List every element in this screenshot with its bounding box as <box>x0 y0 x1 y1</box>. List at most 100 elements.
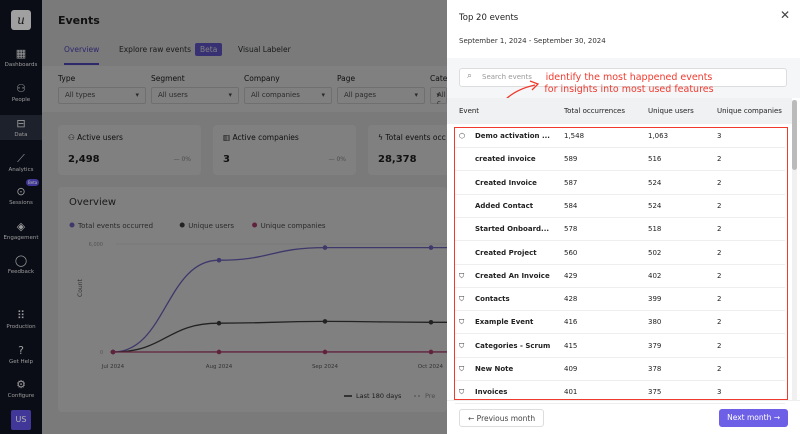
beta-badge: Beta <box>26 179 40 186</box>
table-row[interactable]: Created Invoice 587 524 2 <box>455 172 785 195</box>
unique-companies: 3 <box>717 388 722 397</box>
card-delta: — 0% <box>328 156 346 163</box>
next-month-button[interactable]: Next month → <box>719 409 788 427</box>
configure-icon: ⚙ <box>16 378 26 391</box>
x-tick-label: Oct 2024 <box>418 364 444 370</box>
table-row[interactable]: Started Onboard... 578 518 2 <box>455 218 785 242</box>
series-line <box>112 246 447 353</box>
y-tick-label: 6,000 <box>89 242 103 248</box>
analytics-icon: ⟋ <box>17 152 25 165</box>
sidebar: u ▦ Dashboards ⚇ People ⊟ Data ⟋ Analytics ⊙ Sess… <box>0 0 42 434</box>
beta-badge: Beta <box>195 43 223 56</box>
column-header: Event <box>459 107 480 115</box>
sidebar-item-label: Get Help <box>8 359 34 365</box>
tab-visual-labeler[interactable]: Visual Labeler <box>238 45 291 54</box>
table-row[interactable]: ⛉ Categories - Scrum 415 379 2 <box>455 335 785 358</box>
legend-label: Unique users <box>188 222 234 230</box>
filter-label: Categ <box>430 74 447 83</box>
y-axis-label: Count <box>77 279 84 297</box>
tab-explore-raw-events[interactable]: Explore raw events Beta <box>119 43 223 56</box>
unique-companies: 2 <box>717 201 722 210</box>
tab-overview[interactable]: Overview <box>64 45 100 65</box>
filter-company: Company All companies <box>244 74 332 104</box>
previous-month-button[interactable]: ← Previous month <box>459 409 545 427</box>
search-input[interactable]: ⌕ Search events <box>459 68 787 87</box>
period-legend-label: Last 180 days <box>356 392 402 400</box>
table-row[interactable]: ⛉ Contacts 428 399 2 <box>455 288 785 312</box>
filter-select[interactable]: All c <box>430 87 447 104</box>
x-tick-label: Sep 2024 <box>312 364 339 370</box>
filter-select[interactable]: All users <box>151 87 239 104</box>
avatar[interactable]: US <box>11 410 31 430</box>
overview-chart-card: Overview Total events occurred Unique use… <box>58 187 447 412</box>
unique-users: 502 <box>648 248 662 257</box>
unique-companies: 2 <box>717 365 722 373</box>
sidebar-item-sessions[interactable]: ⊙ Sessions Beta <box>0 179 42 208</box>
column-header[interactable]: Unique companies <box>717 107 782 115</box>
event-name: Categories - Scrum <box>475 341 551 350</box>
scrollbar[interactable] <box>792 100 797 400</box>
table-row[interactable]: Added Contact 584 524 2 <box>455 195 785 218</box>
filter-page: Page All pages <box>337 74 425 104</box>
main-content[interactable]: Events Overview Explore raw events Beta V… <box>42 0 447 434</box>
sidebar-item-label: Sessions <box>9 200 33 206</box>
data-point <box>428 245 434 250</box>
unique-companies: 2 <box>717 295 722 304</box>
sidebar-item-data[interactable]: ⊟ Data <box>0 115 42 140</box>
sidebar-item-feedback[interactable]: ◯ Feedback <box>0 252 42 277</box>
card-active-companies: ▥ Active companies 3 — 0% <box>213 125 356 175</box>
search-area: ⌕ Search events <box>447 58 800 98</box>
table-row[interactable]: Created Project 560 502 2 <box>455 242 785 265</box>
sidebar-item-analytics[interactable]: ⟋ Analytics <box>0 150 42 175</box>
filter-select[interactable]: All pages <box>337 87 425 104</box>
event-name: Created Invoice <box>475 178 537 187</box>
get-help-icon: ? <box>18 344 24 357</box>
filter-label: Page <box>337 74 356 83</box>
tag-icon: ⛉ <box>459 365 465 373</box>
filter-select[interactable]: All companies <box>244 87 332 104</box>
filter-select[interactable]: All types <box>58 87 146 104</box>
sidebar-item-dashboards[interactable]: ▦ Dashboards <box>0 45 42 70</box>
event-name: New Note <box>475 365 514 373</box>
unique-companies: 2 <box>717 318 722 327</box>
period-legend-label: Pre <box>425 392 435 400</box>
table-row[interactable]: ⬡ Demo activation ... 1,548 1,063 3 <box>455 125 785 148</box>
event-name: Invoices <box>475 388 508 397</box>
close-icon[interactable]: ✕ <box>779 8 790 22</box>
feedback-icon: ◯ <box>14 254 28 267</box>
table-row[interactable]: ⛉ Example Event 416 380 2 <box>455 311 785 335</box>
table-row[interactable]: ⛉ New Note 409 378 2 <box>455 358 785 381</box>
filter-label: Type <box>58 74 76 83</box>
card-total-events: ϟ Total events occ 28,378 <box>368 125 447 175</box>
filter-label: Company <box>244 74 280 83</box>
table-row[interactable]: created invoice 589 516 2 <box>455 148 785 172</box>
sidebar-item-engagement[interactable]: ◈ Engagement <box>0 218 42 243</box>
tag-icon: ⛉ <box>459 318 465 327</box>
total-occurrences: 584 <box>564 201 578 210</box>
sidebar-item-configure[interactable]: ⚙ Configure <box>0 376 42 401</box>
total-occurrences: 415 <box>564 341 578 350</box>
table-row[interactable]: ⛉ Invoices 401 375 3 <box>455 381 785 405</box>
table-row[interactable]: ⛉ Created An Invoice 429 402 2 <box>455 265 785 288</box>
total-occurrences: 578 <box>564 225 578 234</box>
engagement-icon: ◈ <box>16 220 26 233</box>
sidebar-item-get-help[interactable]: ? Get Help <box>0 342 42 367</box>
column-header[interactable]: Unique users <box>648 107 694 115</box>
series-line <box>112 320 447 353</box>
y-tick-label: 0 <box>100 350 103 356</box>
cube-icon: ⬡ <box>459 132 466 140</box>
sidebar-item-label: Configure <box>7 393 35 399</box>
total-occurrences: 587 <box>564 178 578 187</box>
unique-users: 518 <box>648 225 662 234</box>
dashboards-icon: ▦ <box>15 47 27 60</box>
unique-companies: 2 <box>717 341 722 350</box>
data-point <box>216 349 222 355</box>
total-occurrences: 416 <box>564 318 578 327</box>
data-icon: ⊟ <box>16 117 26 130</box>
card-value: 3 <box>223 154 230 165</box>
column-header[interactable]: Total occurrences <box>564 107 626 115</box>
sidebar-item-production[interactable]: ⠿ Production <box>0 307 42 332</box>
unique-users: 399 <box>648 295 662 304</box>
sidebar-item-label: Data <box>14 132 28 138</box>
sidebar-item-people[interactable]: ⚇ People <box>0 80 42 105</box>
